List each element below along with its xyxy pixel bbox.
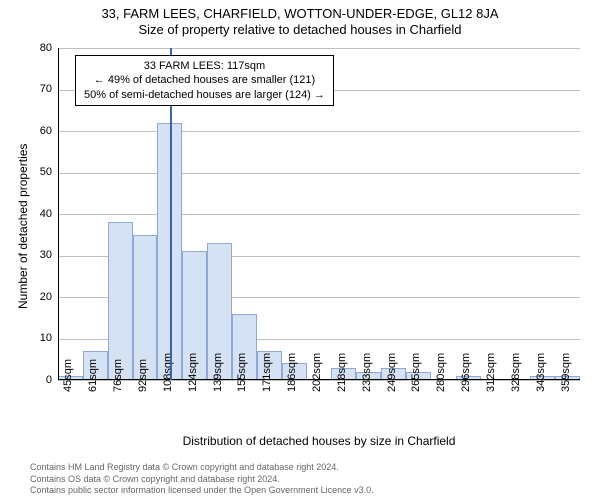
histogram-bar [108,222,133,380]
callout-line2: ← 49% of detached houses are smaller (12… [84,73,325,87]
ytick-label: 70 [22,83,52,95]
ytick-label: 40 [22,208,52,220]
y-axis-line [58,48,59,380]
ytick-label: 0 [22,374,52,386]
title-subtitle: Size of property relative to detached ho… [0,22,600,38]
ytick-label: 30 [22,249,52,261]
ytick-label: 60 [22,125,52,137]
x-axis-label: Distribution of detached houses by size … [58,434,580,448]
gridline [58,173,580,174]
callout-line1: 33 FARM LEES: 117sqm [84,59,325,73]
histogram-figure: { "titles": { "line1": "33, FARM LEES, C… [0,0,600,500]
callout-box: 33 FARM LEES: 117sqm ← 49% of detached h… [75,55,334,106]
ytick-label: 20 [22,291,52,303]
ytick-label: 10 [22,332,52,344]
ytick-label: 80 [22,42,52,54]
attribution-footer: Contains HM Land Registry data © Crown c… [30,462,374,496]
ytick-label: 50 [22,166,52,178]
gridline [58,214,580,215]
footer-line: Contains OS data © Crown copyright and d… [30,474,374,485]
gridline [58,48,580,49]
callout-line3: 50% of semi-detached houses are larger (… [84,88,325,102]
gridline [58,131,580,132]
footer-line: Contains public sector information licen… [30,485,374,496]
title-address: 33, FARM LEES, CHARFIELD, WOTTON-UNDER-E… [0,0,600,22]
footer-line: Contains HM Land Registry data © Crown c… [30,462,374,473]
